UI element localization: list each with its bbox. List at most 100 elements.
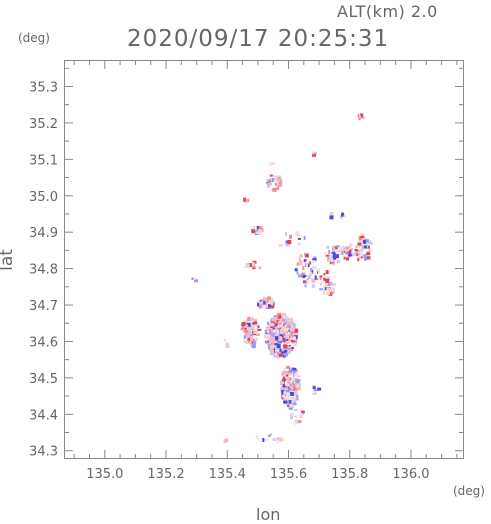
echo-pixel xyxy=(252,340,257,342)
echo-pixel xyxy=(305,261,308,265)
echo-pixel xyxy=(286,338,289,341)
echo-pixel xyxy=(246,322,251,327)
echo-pixel xyxy=(276,344,281,349)
echo-pixel xyxy=(254,321,257,325)
echo-pixel xyxy=(296,262,300,266)
echo-pixel xyxy=(266,304,269,308)
echo-pixel xyxy=(243,325,248,329)
echo-pixel xyxy=(295,398,299,401)
echo-pixel xyxy=(368,249,373,252)
echo-pixel xyxy=(302,266,305,271)
echo-pixel xyxy=(289,403,292,408)
echo-pixel xyxy=(286,365,290,369)
echo-pixel xyxy=(276,314,279,319)
echo-pixel xyxy=(360,244,365,247)
echo-pixel xyxy=(290,415,293,420)
echo-pixel xyxy=(325,270,329,275)
echo-pixel xyxy=(296,394,299,399)
echo-pixel xyxy=(287,394,291,398)
echo-pixel xyxy=(282,326,287,330)
echo-pixel xyxy=(261,305,264,310)
echo-pixel xyxy=(357,242,362,246)
echo-pixel xyxy=(313,151,317,154)
echo-pixel xyxy=(323,273,326,276)
echo-pixel xyxy=(323,277,327,281)
echo-pixel xyxy=(294,231,299,236)
echo-pixel xyxy=(245,340,249,345)
echo-pixel xyxy=(294,268,298,272)
echo-pixel xyxy=(285,316,289,319)
echo-pixel xyxy=(359,238,361,242)
echo-pixel xyxy=(288,320,292,324)
echo-pixel xyxy=(363,245,367,249)
echo-pixel xyxy=(326,288,331,292)
echo-pixel xyxy=(261,300,264,305)
echo-pixel xyxy=(329,263,332,266)
echo-pixel xyxy=(294,339,297,343)
echo-pixel xyxy=(349,243,353,246)
echo-pixel xyxy=(361,116,365,119)
echo-pixel xyxy=(299,254,303,258)
echo-pixel xyxy=(317,387,322,391)
echo-pixel xyxy=(329,215,334,220)
echo-pixel xyxy=(283,346,287,351)
echo-pixel xyxy=(312,152,316,157)
echo-pixel xyxy=(288,399,292,404)
echo-pixel xyxy=(192,277,196,280)
echo-pixel xyxy=(283,322,287,326)
echo-pixel xyxy=(241,322,246,327)
echo-pixel xyxy=(274,319,277,323)
chart-title: 2020/09/17 20:25:31 xyxy=(127,26,390,52)
echo-pixel xyxy=(282,393,286,398)
echo-pixel xyxy=(332,255,337,260)
echo-pixel xyxy=(281,390,284,395)
echo-pixel xyxy=(279,324,282,327)
echo-pixel xyxy=(312,266,317,270)
echo-pixel xyxy=(267,325,270,329)
echo-pixel xyxy=(298,413,303,417)
echo-pixel xyxy=(267,329,272,333)
echo-pixel xyxy=(247,330,251,334)
echo-pixel xyxy=(271,330,274,334)
echo-pixel xyxy=(291,344,296,347)
echo-pixel xyxy=(287,386,290,391)
echo-pixel xyxy=(296,375,301,378)
echo-pixel xyxy=(272,438,276,441)
echo-pixel xyxy=(292,402,297,405)
echo-pixel xyxy=(250,328,254,331)
echo-pixel xyxy=(321,281,325,284)
echo-pixel xyxy=(364,241,369,244)
echo-pixel xyxy=(294,415,297,418)
echo-pixel xyxy=(285,341,289,344)
echo-pixel xyxy=(250,333,254,336)
echo-pixel xyxy=(307,264,310,268)
echo-pixel xyxy=(273,315,278,318)
echo-pixel xyxy=(252,322,256,325)
echo-pixel xyxy=(364,239,369,243)
echo-pixel xyxy=(295,383,299,388)
echo-pixel xyxy=(300,410,305,413)
echo-pixel xyxy=(276,355,281,359)
echo-pixel xyxy=(304,253,309,258)
echo-pixel xyxy=(245,324,249,327)
echo-pixel xyxy=(284,325,287,330)
echo-pixel xyxy=(332,253,336,258)
echo-pixel xyxy=(312,389,316,394)
x-tick-label: 135.8 xyxy=(331,467,368,482)
echo-pixel xyxy=(283,374,287,378)
echo-pixel xyxy=(246,336,249,340)
echo-pixel xyxy=(283,344,287,349)
echo-pixel xyxy=(267,434,271,437)
echo-pixel xyxy=(287,324,290,328)
echo-pixel xyxy=(282,378,286,382)
echo-pixel xyxy=(326,245,330,249)
echo-pixel xyxy=(319,275,323,278)
echo-pixel xyxy=(251,326,255,329)
axis-ticks: 135.0 135.2 135.4 135.6 135.8 136.0 34.3 34.4 34… xyxy=(29,61,463,482)
echo-pixel xyxy=(352,252,357,256)
x-axis-label: lon xyxy=(256,505,281,524)
echo-pixel xyxy=(333,247,336,252)
echo-pixel xyxy=(286,335,289,339)
echo-pixel xyxy=(244,330,249,333)
echo-pixel xyxy=(292,336,296,341)
